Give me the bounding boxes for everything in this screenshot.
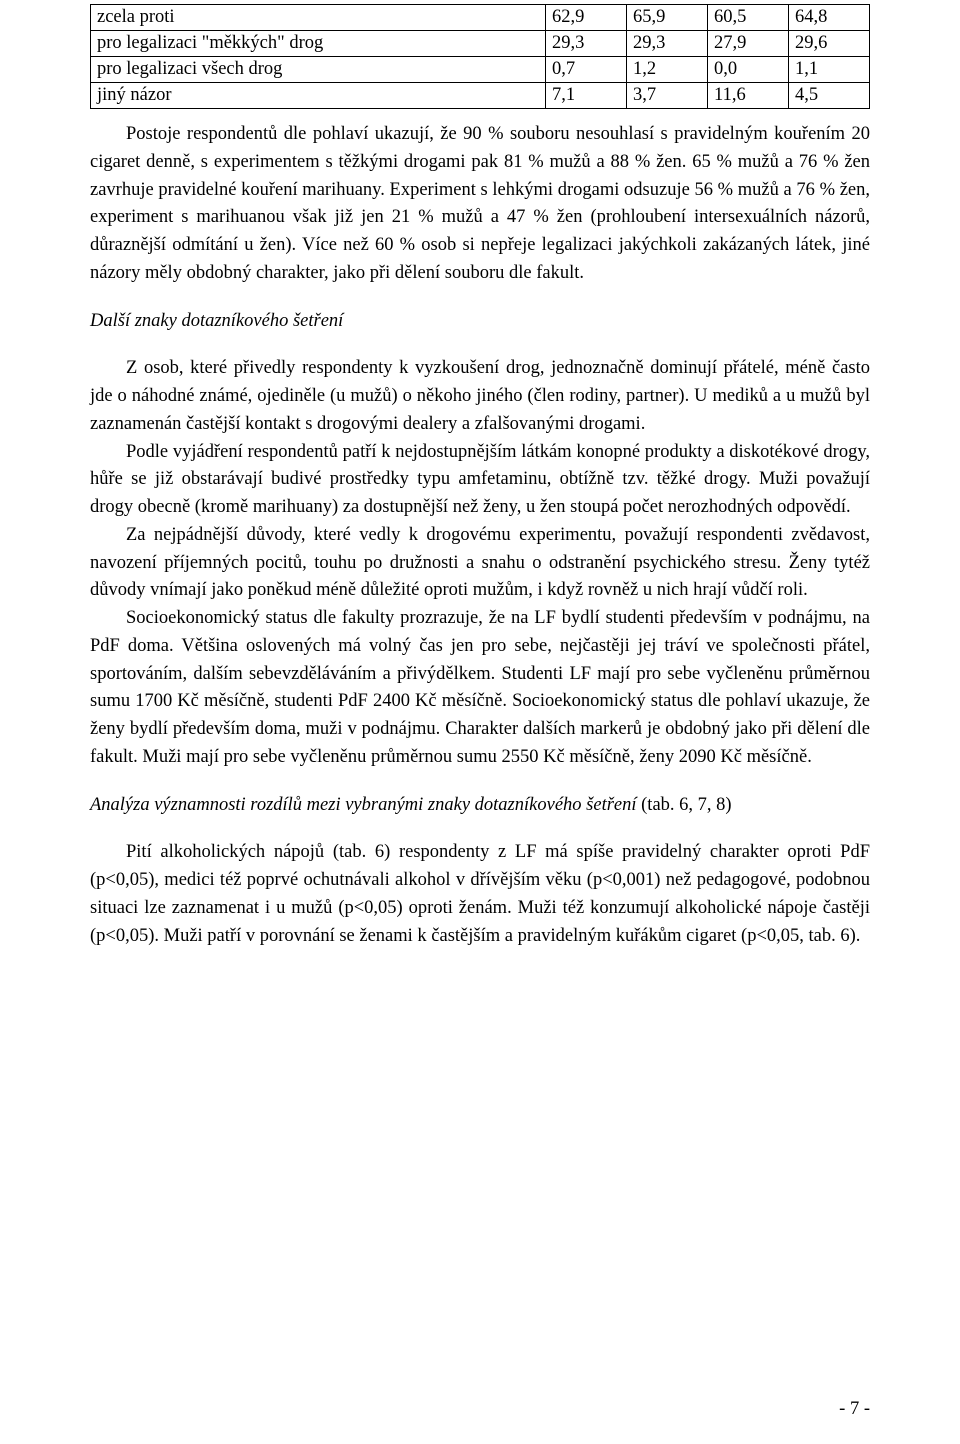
paragraph: Za nejpádnější důvody, které vedly k dro…	[90, 522, 870, 605]
cell: 60,5	[708, 5, 789, 31]
cell: 0,7	[546, 57, 627, 83]
cell: 65,9	[627, 5, 708, 31]
row-label: jiný názor	[91, 83, 546, 109]
summary-table: zcela proti 62,9 65,9 60,5 64,8 pro lega…	[90, 4, 870, 109]
cell: 29,3	[627, 31, 708, 57]
section-heading: Další znaky dotazníkového šetření	[90, 308, 870, 336]
row-label: pro legalizaci všech drog	[91, 57, 546, 83]
table-row: pro legalizaci všech drog 0,7 1,2 0,0 1,…	[91, 57, 870, 83]
cell: 64,8	[789, 5, 870, 31]
paragraph: Socioekonomický status dle fakulty prozr…	[90, 605, 870, 772]
cell: 29,6	[789, 31, 870, 57]
cell: 3,7	[627, 83, 708, 109]
page-number: - 7 -	[839, 1399, 870, 1420]
paragraph: Postoje respondentů dle pohlaví ukazují,…	[90, 121, 870, 288]
cell: 11,6	[708, 83, 789, 109]
heading-italic-part: Analýza významnosti rozdílů mezi vybraný…	[90, 795, 637, 815]
row-label: zcela proti	[91, 5, 546, 31]
heading-plain-part: (tab. 6, 7, 8)	[637, 795, 732, 815]
page: zcela proti 62,9 65,9 60,5 64,8 pro lega…	[0, 0, 960, 1444]
table-row: zcela proti 62,9 65,9 60,5 64,8	[91, 5, 870, 31]
table-row: pro legalizaci "měkkých" drog 29,3 29,3 …	[91, 31, 870, 57]
section-heading: Analýza významnosti rozdílů mezi vybraný…	[90, 792, 870, 820]
paragraph: Pití alkoholických nápojů (tab. 6) respo…	[90, 839, 870, 950]
cell: 27,9	[708, 31, 789, 57]
cell: 1,2	[627, 57, 708, 83]
cell: 62,9	[546, 5, 627, 31]
cell: 4,5	[789, 83, 870, 109]
cell: 1,1	[789, 57, 870, 83]
cell: 29,3	[546, 31, 627, 57]
row-label: pro legalizaci "měkkých" drog	[91, 31, 546, 57]
table-row: jiný názor 7,1 3,7 11,6 4,5	[91, 83, 870, 109]
paragraph: Z osob, které přivedly respondenty k vyz…	[90, 355, 870, 438]
cell: 7,1	[546, 83, 627, 109]
cell: 0,0	[708, 57, 789, 83]
paragraph: Podle vyjádření respondentů patří k nejd…	[90, 439, 870, 522]
